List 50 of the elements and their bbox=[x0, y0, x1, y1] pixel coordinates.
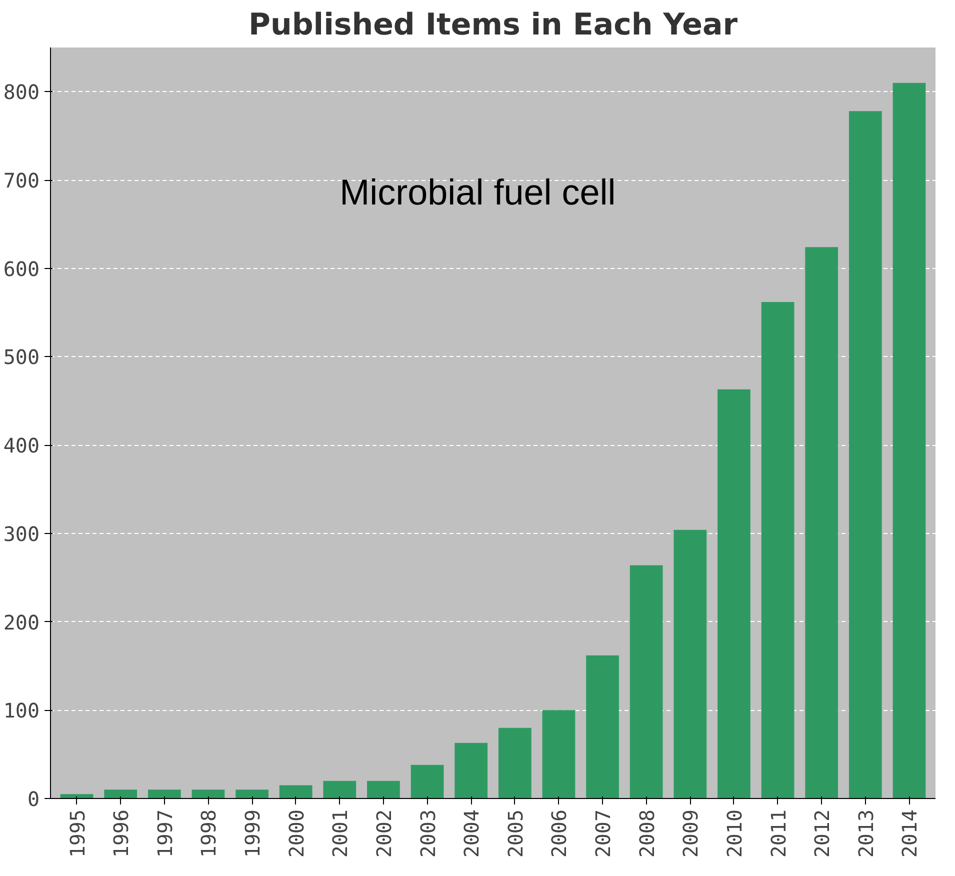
y-tick-label: 700 bbox=[3, 168, 40, 193]
bar bbox=[848, 111, 882, 798]
x-tick-label: 2011 bbox=[766, 809, 790, 858]
bar bbox=[892, 82, 926, 798]
x-tick-label: 2007 bbox=[591, 809, 616, 858]
y-tick-label: 0 bbox=[27, 787, 40, 811]
x-tick-label: 2004 bbox=[460, 809, 484, 858]
bar bbox=[674, 530, 707, 798]
x-tick-label: 2009 bbox=[678, 809, 703, 858]
y-tick-label: 500 bbox=[3, 345, 40, 370]
x-tick-label: 2013 bbox=[854, 809, 878, 858]
bar bbox=[542, 710, 576, 798]
bar bbox=[805, 247, 838, 798]
x-tick-label: 1996 bbox=[109, 809, 134, 858]
y-tick-label: 400 bbox=[3, 434, 40, 458]
bar bbox=[761, 302, 794, 798]
bar bbox=[236, 790, 268, 798]
x-tick-label: 1998 bbox=[196, 809, 221, 858]
bar bbox=[410, 764, 444, 798]
x-tick-label: 2005 bbox=[503, 809, 528, 858]
y-tick-label: 100 bbox=[3, 698, 40, 723]
annotation: Microbial fuel cell bbox=[340, 172, 616, 213]
y-tick-label: 800 bbox=[3, 80, 40, 104]
x-tick-label: 1997 bbox=[152, 809, 177, 858]
bar bbox=[323, 780, 356, 798]
x-tick-label: 2002 bbox=[372, 809, 396, 858]
x-tick-label: 2001 bbox=[328, 809, 352, 858]
x-tick-label: 1999 bbox=[240, 809, 265, 858]
x-tick-label: 2012 bbox=[810, 809, 834, 858]
y-tick-label: 600 bbox=[3, 256, 40, 281]
bar bbox=[586, 655, 619, 798]
x-tick-label: 2014 bbox=[898, 809, 922, 858]
x-tick-label: 2003 bbox=[416, 809, 440, 858]
bar bbox=[367, 780, 400, 798]
x-tick-label: 2010 bbox=[722, 809, 746, 858]
bar bbox=[718, 389, 750, 798]
x-tick-label: 2008 bbox=[634, 809, 659, 858]
chart-title: Published Items in Each Year bbox=[248, 8, 738, 42]
bar bbox=[454, 742, 488, 798]
y-tick-label: 300 bbox=[3, 522, 40, 546]
bar bbox=[498, 728, 532, 798]
bar bbox=[148, 790, 181, 798]
y-tick-label: 200 bbox=[3, 610, 40, 634]
x-tick-label: 2006 bbox=[547, 809, 572, 858]
bar bbox=[104, 790, 138, 798]
bar bbox=[192, 790, 225, 798]
x-tick-label: 1995 bbox=[65, 809, 90, 858]
bar bbox=[279, 785, 312, 798]
x-tick-label: 2000 bbox=[284, 809, 308, 858]
bar bbox=[630, 565, 663, 798]
